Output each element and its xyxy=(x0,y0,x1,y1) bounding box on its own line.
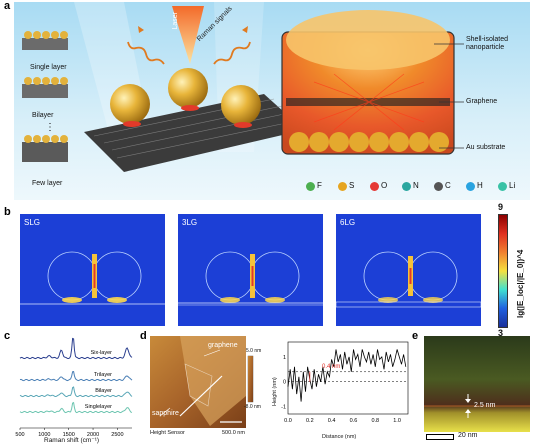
raman-xlabel: Raman shift (cm⁻¹) xyxy=(44,437,100,444)
raman-x-tick-label: 1000 xyxy=(38,432,50,438)
afm-cb-min: -8.0 nm xyxy=(244,404,261,410)
profile-xlabel: Distance (nm) xyxy=(322,434,357,440)
legend-dot-n xyxy=(402,182,411,191)
legend-dot-h xyxy=(466,182,475,191)
tem-scale-label: 20 nm xyxy=(458,432,478,439)
raman-series-label: Bilayer xyxy=(95,388,112,394)
panel-e-label: e xyxy=(412,330,419,342)
panel-b-label: b xyxy=(4,206,11,218)
field-map-slg: SLG xyxy=(20,214,165,326)
profile-x-tick-label: 0.2 xyxy=(306,418,314,424)
tem-thickness-label: 2.5 nm xyxy=(474,402,496,409)
afm-scale-label: 500.0 nm xyxy=(222,430,245,436)
field-map-6lg: 6LG xyxy=(335,214,482,326)
legend-label-h: H xyxy=(477,181,483,190)
raman-series-label: Trilayer xyxy=(94,372,112,378)
profile-step-label: 0.4 nm xyxy=(322,364,341,370)
ellipsis: ⋮ xyxy=(45,122,55,133)
legend-dot-s xyxy=(338,182,347,191)
height-profile-svg: 1 0 -1 0.0 0.2 0.4 0.6 0.8 1.0 xyxy=(281,341,409,424)
callout-shell: Shell-isolated nanoparticle xyxy=(466,36,509,51)
legend-label-s: S xyxy=(349,181,355,190)
profile-x-tick-label: 0.6 xyxy=(350,418,358,424)
tem-image: 2.5 nm xyxy=(424,336,530,432)
element-legend: F S O N C H Li xyxy=(306,180,534,194)
afm-cb-max: 5.0 nm xyxy=(246,348,262,354)
legend-label-n: N xyxy=(413,181,419,190)
profile-ylabel: Height (nm) xyxy=(272,377,278,406)
colorbar-label: lg(|E_loc|/|E_0|)^4 xyxy=(516,249,525,318)
panel-c-label: c xyxy=(4,330,11,342)
layer-label-single: Single layer xyxy=(30,64,67,71)
afm-graphene-label: graphene xyxy=(208,342,238,349)
layer-label-bilayer: Bilayer xyxy=(32,112,54,119)
legend-label-c: C xyxy=(445,181,451,190)
raman-chart-svg: Six-layer Trilayer Bilayer Singlelayer 500 10… xyxy=(15,337,133,438)
legend-dot-li xyxy=(498,182,507,191)
afm-sensor-label: Height Sensor xyxy=(150,430,185,436)
profile-frame xyxy=(287,341,409,415)
afm-image: graphene sapphire 5.0 nm -8.0 nm xyxy=(150,336,268,428)
panel-a-label: a xyxy=(4,0,11,12)
profile-y-tick-label: 1 xyxy=(283,355,286,361)
profile-x-tick-label: 0.4 xyxy=(328,418,336,424)
raman-x-tick-label: 500 xyxy=(15,432,24,438)
raman-series-label: Six-layer xyxy=(91,350,113,356)
height-profile-chart: 1 0 -1 0.0 0.2 0.4 0.6 0.8 1.0 0.4 nm xyxy=(272,340,410,436)
profile-trace xyxy=(287,349,407,402)
field-map-6lg-svg xyxy=(335,214,482,326)
panel-d-label: d xyxy=(140,330,147,342)
profile-y-tick-label: 0 xyxy=(283,380,286,386)
callout-graphene: Graphene xyxy=(466,98,498,105)
panel-a-illustration xyxy=(14,2,530,200)
colorbar xyxy=(498,214,508,328)
colorbar-min: 3 xyxy=(498,328,504,338)
legend-label-f: F xyxy=(317,181,322,190)
raman-x-tick-label: 2500 xyxy=(111,432,123,438)
raman-x-tick-label: 2000 xyxy=(87,432,99,438)
legend-label-li: Li xyxy=(509,181,516,190)
legend-dot-o xyxy=(370,182,379,191)
laser-label: Laser xyxy=(172,12,179,30)
field-map-3lg-svg xyxy=(178,214,323,326)
map-label-slg: SLG xyxy=(24,218,41,227)
profile-y-tick-label: -1 xyxy=(281,405,286,411)
colorbar-max: 9 xyxy=(498,202,504,212)
raman-x-tick-label: 1500 xyxy=(63,432,75,438)
profile-x-tick-label: 0.0 xyxy=(284,418,292,424)
raman-series-trilayer xyxy=(19,371,133,382)
legend-dot-f xyxy=(306,182,315,191)
raman-series-six-layer xyxy=(19,337,133,360)
raman-chart: Six-layer Trilayer Bilayer Singlelayer 500 10… xyxy=(14,336,134,440)
raman-series-label: Singlelayer xyxy=(85,404,112,410)
legend-label-o: O xyxy=(381,181,388,190)
callout-au: Au substrate xyxy=(466,144,506,151)
map-label-6lg: 6LG xyxy=(340,218,356,227)
afm-sapphire-label: sapphire xyxy=(152,410,179,417)
map-label-3lg: 3LG xyxy=(182,218,198,227)
field-map-slg-svg xyxy=(20,214,165,326)
raman-series-singlelayer xyxy=(19,401,133,414)
field-map-3lg: 3LG xyxy=(178,214,323,326)
profile-x-tick-label: 0.8 xyxy=(371,418,379,424)
tem-scale-bar xyxy=(426,434,454,440)
legend-dot-c xyxy=(434,182,443,191)
raman-series-bilayer xyxy=(19,386,133,398)
profile-x-tick-label: 1.0 xyxy=(393,418,401,424)
layer-label-few: Few layer xyxy=(32,180,63,187)
